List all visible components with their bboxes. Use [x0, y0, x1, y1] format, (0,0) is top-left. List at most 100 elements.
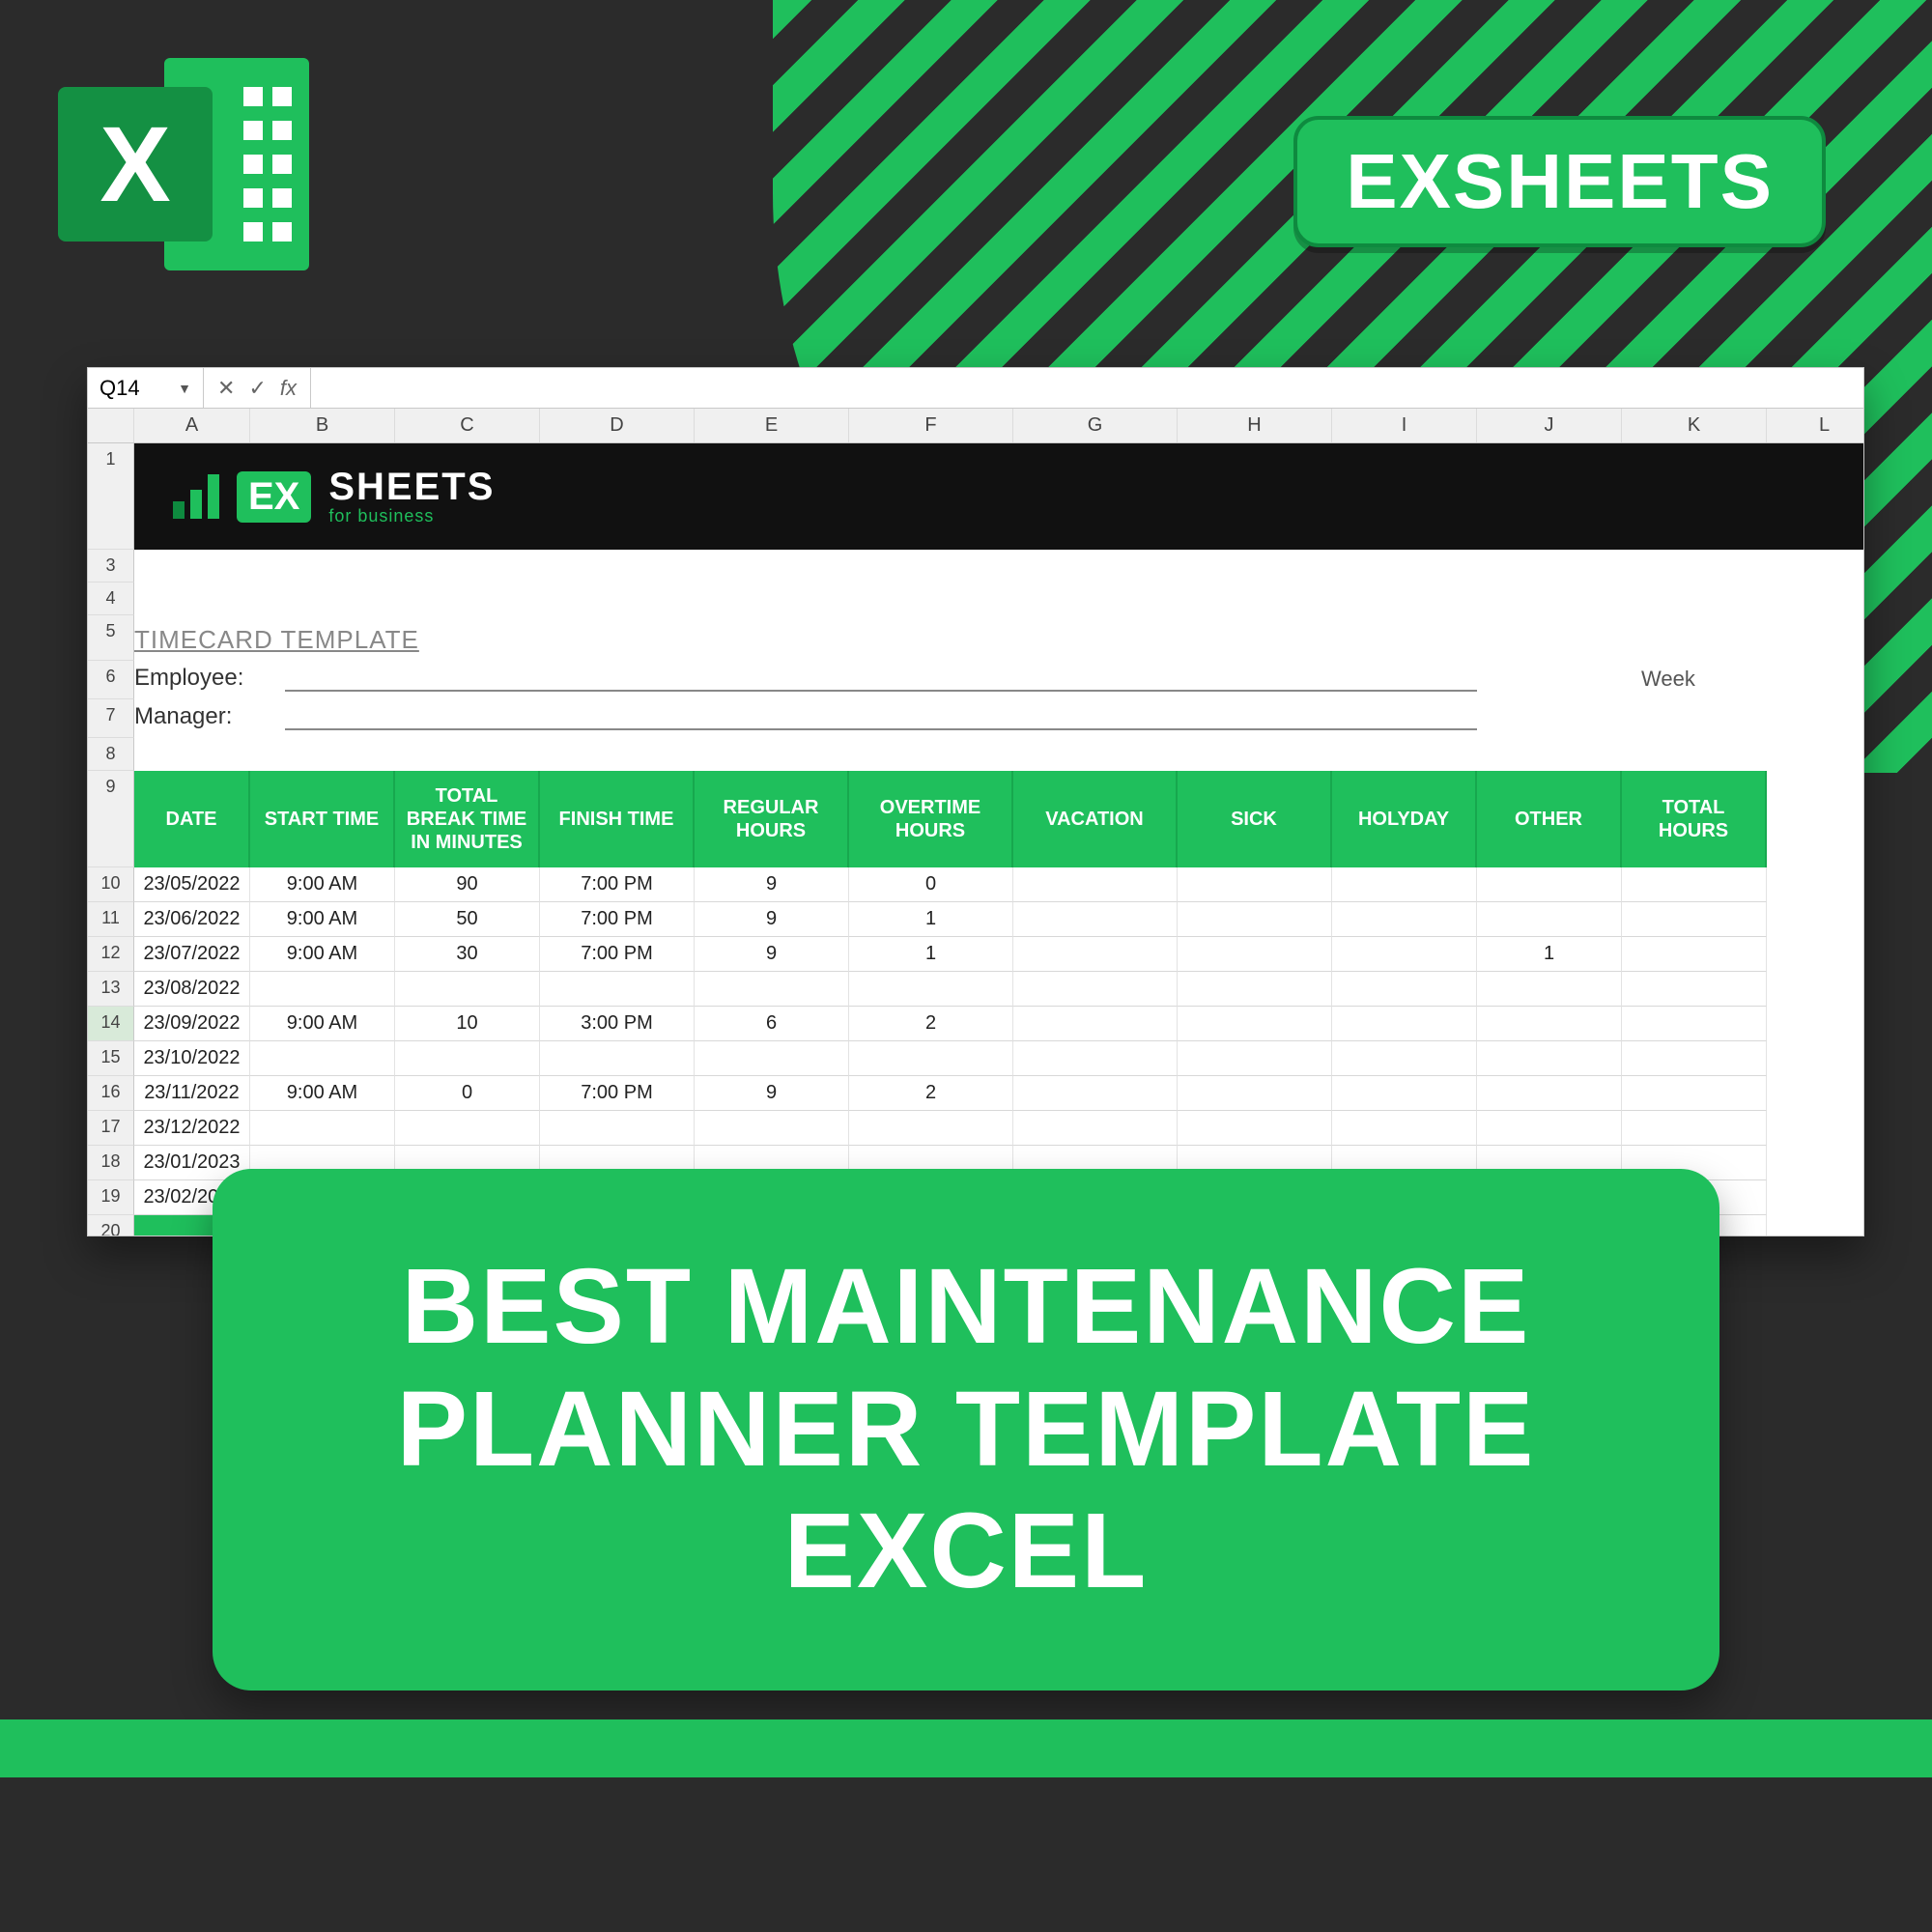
- row-number[interactable]: 6: [88, 661, 134, 699]
- row-number[interactable]: 20: [88, 1215, 134, 1236]
- row-number[interactable]: 19: [88, 1180, 134, 1215]
- row-number[interactable]: 13: [88, 972, 134, 1007]
- cell-ot[interactable]: 1: [849, 937, 1013, 972]
- cell-finish[interactable]: 7:00 PM: [540, 867, 695, 902]
- cell-sick[interactable]: [1178, 1041, 1332, 1076]
- cell-vac[interactable]: [1013, 902, 1178, 937]
- cell-sick[interactable]: [1178, 1111, 1332, 1146]
- cell-finish[interactable]: [540, 1041, 695, 1076]
- col-header[interactable]: H: [1178, 409, 1332, 442]
- manager-input-line[interactable]: [285, 728, 1477, 730]
- col-header[interactable]: F: [849, 409, 1013, 442]
- cell-vac[interactable]: [1013, 867, 1178, 902]
- cell-hol[interactable]: [1332, 972, 1477, 1007]
- row-number[interactable]: 5: [88, 615, 134, 661]
- cell-other[interactable]: [1477, 1007, 1622, 1041]
- row-number[interactable]: 18: [88, 1146, 134, 1180]
- row-number[interactable]: 10: [88, 867, 134, 902]
- name-box[interactable]: Q14 ▼: [88, 368, 204, 408]
- cell-start[interactable]: [250, 1111, 395, 1146]
- cell-reg[interactable]: 9: [695, 902, 849, 937]
- cell-total[interactable]: [1622, 1076, 1767, 1111]
- cell-date[interactable]: 23/08/2022: [134, 972, 250, 1007]
- cell-total[interactable]: [1622, 972, 1767, 1007]
- row-number[interactable]: 7: [88, 699, 134, 738]
- cell-other[interactable]: [1477, 972, 1622, 1007]
- cell-date[interactable]: 23/11/2022: [134, 1076, 250, 1111]
- cell-vac[interactable]: [1013, 1076, 1178, 1111]
- col-header[interactable]: D: [540, 409, 695, 442]
- cell-start[interactable]: [250, 972, 395, 1007]
- cancel-icon[interactable]: ✕: [217, 376, 235, 401]
- row-number[interactable]: 15: [88, 1041, 134, 1076]
- row-number[interactable]: 12: [88, 937, 134, 972]
- cell-reg[interactable]: [695, 972, 849, 1007]
- cell-break[interactable]: 50: [395, 902, 540, 937]
- cell-break[interactable]: [395, 1041, 540, 1076]
- cell-break[interactable]: [395, 972, 540, 1007]
- cell-finish[interactable]: 3:00 PM: [540, 1007, 695, 1041]
- cell-start[interactable]: 9:00 AM: [250, 1076, 395, 1111]
- cell-sick[interactable]: [1178, 1076, 1332, 1111]
- cell-start[interactable]: 9:00 AM: [250, 1007, 395, 1041]
- cell-break[interactable]: 30: [395, 937, 540, 972]
- cell-vac[interactable]: [1013, 1041, 1178, 1076]
- cell-reg[interactable]: 9: [695, 937, 849, 972]
- cell-hol[interactable]: [1332, 1111, 1477, 1146]
- cell-hol[interactable]: [1332, 1041, 1477, 1076]
- cell-ot[interactable]: 1: [849, 902, 1013, 937]
- col-header[interactable]: L: [1767, 409, 1864, 442]
- cell-hol[interactable]: [1332, 902, 1477, 937]
- cell-reg[interactable]: 9: [695, 1076, 849, 1111]
- cell-total[interactable]: [1622, 867, 1767, 902]
- cell-finish[interactable]: [540, 1111, 695, 1146]
- formula-input[interactable]: [311, 368, 1863, 408]
- cell-sick[interactable]: [1178, 972, 1332, 1007]
- cell-sick[interactable]: [1178, 937, 1332, 972]
- row-number[interactable]: 16: [88, 1076, 134, 1111]
- cell-finish[interactable]: [540, 972, 695, 1007]
- cell-vac[interactable]: [1013, 1111, 1178, 1146]
- cell-total[interactable]: [1622, 937, 1767, 972]
- cell-ot[interactable]: [849, 972, 1013, 1007]
- row-number[interactable]: 1: [88, 443, 134, 550]
- cell-start[interactable]: [250, 1041, 395, 1076]
- cell-ot[interactable]: [849, 1041, 1013, 1076]
- cell-total[interactable]: [1622, 1111, 1767, 1146]
- col-header[interactable]: J: [1477, 409, 1622, 442]
- col-header[interactable]: K: [1622, 409, 1767, 442]
- cell-other[interactable]: [1477, 867, 1622, 902]
- cell-hol[interactable]: [1332, 937, 1477, 972]
- cell-reg[interactable]: 9: [695, 867, 849, 902]
- cell-other[interactable]: [1477, 1041, 1622, 1076]
- cell-hol[interactable]: [1332, 867, 1477, 902]
- cell-reg[interactable]: [695, 1111, 849, 1146]
- row-number[interactable]: 8: [88, 738, 134, 771]
- cell-break[interactable]: [395, 1111, 540, 1146]
- cell-date[interactable]: 23/07/2022: [134, 937, 250, 972]
- cell-break[interactable]: 0: [395, 1076, 540, 1111]
- employee-input-line[interactable]: [285, 690, 1477, 692]
- cell-break[interactable]: 10: [395, 1007, 540, 1041]
- row-number[interactable]: 14: [88, 1007, 134, 1041]
- col-header[interactable]: B: [250, 409, 395, 442]
- cell-date[interactable]: 23/12/2022: [134, 1111, 250, 1146]
- cell-other[interactable]: [1477, 902, 1622, 937]
- cell-break[interactable]: 90: [395, 867, 540, 902]
- row-number[interactable]: 17: [88, 1111, 134, 1146]
- row-number[interactable]: 4: [88, 582, 134, 615]
- cell-finish[interactable]: 7:00 PM: [540, 1076, 695, 1111]
- cell-total[interactable]: [1622, 1007, 1767, 1041]
- cell-vac[interactable]: [1013, 1007, 1178, 1041]
- cell-total[interactable]: [1622, 902, 1767, 937]
- cell-sick[interactable]: [1178, 867, 1332, 902]
- cell-other[interactable]: [1477, 1076, 1622, 1111]
- cell-sick[interactable]: [1178, 1007, 1332, 1041]
- cell-ot[interactable]: 0: [849, 867, 1013, 902]
- cell-finish[interactable]: 7:00 PM: [540, 937, 695, 972]
- cell-finish[interactable]: 7:00 PM: [540, 902, 695, 937]
- row-number[interactable]: 3: [88, 550, 134, 582]
- cell-vac[interactable]: [1013, 972, 1178, 1007]
- cell-other[interactable]: 1: [1477, 937, 1622, 972]
- cell-other[interactable]: [1477, 1111, 1622, 1146]
